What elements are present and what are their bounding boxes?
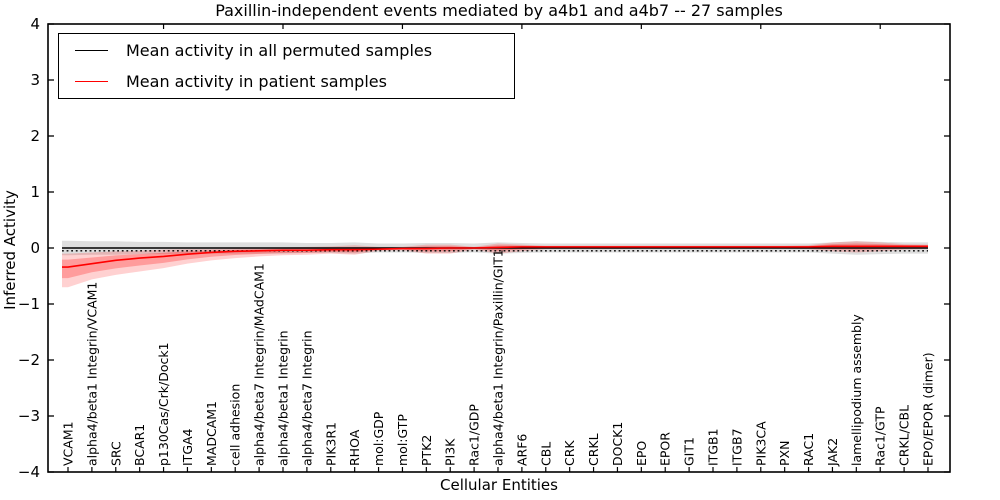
legend-item-permuted: Mean activity in all permuted samples bbox=[59, 37, 514, 65]
patient-mean-line bbox=[62, 245, 928, 268]
x-tick-label: alpha4/beta7 Integrin/MAdCAM1 bbox=[252, 263, 267, 466]
x-tick-label: BCAR1 bbox=[132, 424, 147, 466]
x-tick-label: GIT1 bbox=[682, 437, 697, 466]
x-tick-label: RAC1 bbox=[801, 433, 816, 466]
x-tick-label: CRKL/CBL bbox=[897, 405, 912, 466]
x-tick-label: PXN bbox=[777, 441, 792, 466]
y-tick-label: 0 bbox=[30, 239, 40, 257]
patient-confidence-band-inner bbox=[62, 243, 928, 279]
x-tick-label: alpha4/beta1 Integrin/VCAM1 bbox=[84, 282, 99, 466]
x-tick-label: ITGB7 bbox=[729, 428, 744, 466]
x-tick-label: SRC bbox=[108, 441, 123, 466]
legend-item-label: Mean activity in patient samples bbox=[126, 71, 387, 91]
x-tick-label: JAK2 bbox=[825, 438, 840, 467]
x-tick-label: EPO bbox=[634, 441, 649, 466]
y-tick-label: 2 bbox=[30, 127, 40, 145]
x-tick-label: ITGB1 bbox=[706, 428, 721, 466]
x-tick-label: PI3K bbox=[443, 438, 458, 466]
x-tick-label: MADCAM1 bbox=[204, 401, 219, 466]
x-tick-label: PIK3R1 bbox=[323, 422, 338, 466]
x-tick-label: alpha4/beta1 Integrin/Paxillin/GIT1 bbox=[491, 249, 506, 466]
y-tick-label: 4 bbox=[30, 15, 40, 33]
x-tick-label: mol:GDP bbox=[371, 411, 386, 466]
x-axis-label: Cellular Entities bbox=[440, 476, 558, 494]
x-tick-label: alpha4/beta7 Integrin bbox=[299, 330, 314, 466]
x-tick-label: p130Cas/Crk/Dock1 bbox=[156, 342, 171, 466]
chart-title: Paxillin-independent events mediated by … bbox=[215, 1, 783, 20]
legend-line-sample-patient bbox=[75, 80, 108, 82]
y-tick-label: −1 bbox=[18, 295, 40, 313]
x-tick-label: ARF6 bbox=[514, 434, 529, 466]
x-tick-label: cell adhesion bbox=[228, 384, 243, 466]
x-tick-label: ITGA4 bbox=[180, 428, 195, 466]
y-tick-label: −2 bbox=[18, 351, 40, 369]
legend-item-label: Mean activity in all permuted samples bbox=[126, 41, 433, 61]
x-tick-label: CRKL bbox=[586, 433, 601, 466]
x-tick-label: VCAM1 bbox=[61, 421, 76, 466]
y-axis-label: Inferred Activity bbox=[1, 190, 19, 310]
y-tick-label: 1 bbox=[30, 183, 40, 201]
y-tick-label: 3 bbox=[30, 71, 40, 89]
x-tick-label: alpha4/beta1 Integrin bbox=[276, 330, 291, 466]
x-tick-label: CBL bbox=[538, 442, 553, 466]
x-tick-label: EPO/EPOR (dimer) bbox=[921, 352, 936, 466]
x-tick-label: Rac1/GDP bbox=[467, 404, 482, 466]
x-tick-label: RHOA bbox=[347, 429, 362, 466]
x-tick-label: lamellipodium assembly bbox=[849, 314, 864, 466]
legend-line-sample-permuted bbox=[75, 50, 108, 52]
x-tick-label: mol:GTP bbox=[395, 414, 410, 466]
y-tick-label: −3 bbox=[18, 407, 40, 425]
x-tick-label: PIK3CA bbox=[753, 421, 768, 466]
y-tick-label: −4 bbox=[18, 463, 40, 481]
x-tick-label: DOCK1 bbox=[610, 422, 625, 466]
x-tick-label: Rac1/GTP bbox=[873, 406, 888, 466]
x-tick-label: PTK2 bbox=[419, 435, 434, 466]
x-tick-label: EPOR bbox=[658, 432, 673, 466]
patient-confidence-band-outer bbox=[62, 241, 928, 288]
x-tick-label: CRK bbox=[562, 440, 577, 466]
legend-item-patient: Mean activity in patient samples bbox=[59, 67, 514, 95]
legend: Mean activity in all permuted samples Me… bbox=[58, 33, 515, 99]
